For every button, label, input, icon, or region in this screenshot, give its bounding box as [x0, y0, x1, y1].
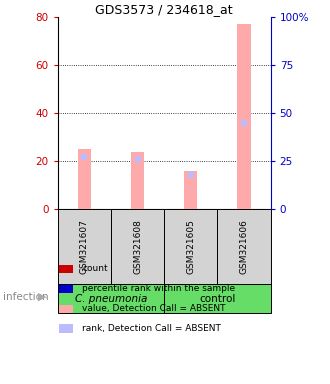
Bar [184, 171, 197, 209]
Bar [217, 209, 271, 284]
Text: infection: infection [3, 291, 49, 302]
Text: value, Detection Call = ABSENT: value, Detection Call = ABSENT [82, 304, 226, 313]
Bar [58, 284, 164, 313]
Text: GSM321606: GSM321606 [240, 219, 248, 274]
Text: percentile rank within the sample: percentile rank within the sample [82, 284, 236, 293]
Text: C. pneumonia: C. pneumonia [75, 293, 147, 304]
Bar [164, 209, 217, 284]
Bar [111, 209, 164, 284]
Text: control: control [199, 293, 236, 304]
Bar [131, 152, 144, 209]
Text: GSM321605: GSM321605 [186, 219, 195, 274]
Bar [58, 209, 111, 284]
Bar [78, 149, 91, 209]
Title: GDS3573 / 234618_at: GDS3573 / 234618_at [95, 3, 233, 16]
Text: rank, Detection Call = ABSENT: rank, Detection Call = ABSENT [82, 324, 221, 333]
Text: GSM321608: GSM321608 [133, 219, 142, 274]
Text: count: count [82, 264, 108, 273]
Bar [164, 284, 271, 313]
Text: ▶: ▶ [38, 291, 47, 302]
Text: GSM321607: GSM321607 [80, 219, 89, 274]
Bar [237, 25, 251, 209]
